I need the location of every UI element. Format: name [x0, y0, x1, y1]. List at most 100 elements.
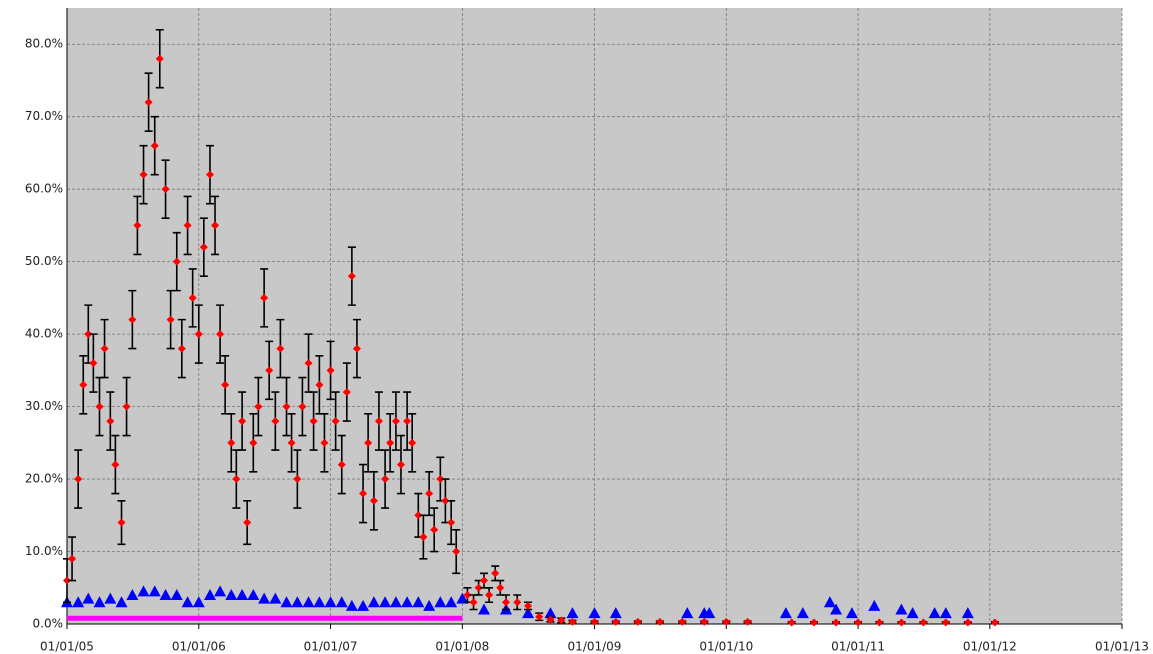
- triangle-marker: [389, 596, 402, 608]
- diamond-marker: [139, 170, 148, 179]
- diamond-marker: [568, 617, 577, 626]
- triangle-marker: [302, 596, 315, 608]
- y-tick-label: 0.0%: [33, 617, 64, 631]
- diamond-marker: [408, 438, 417, 447]
- x-tick-label: 01/01/09: [568, 640, 622, 654]
- diamond-marker: [485, 591, 494, 600]
- diamond-marker: [84, 330, 93, 339]
- diamond-marker: [381, 475, 390, 484]
- x-tick-label: 01/01/08: [435, 640, 489, 654]
- diamond-marker: [787, 618, 796, 627]
- diamond-marker: [633, 617, 642, 626]
- diamond-marker: [111, 460, 120, 469]
- diamond-marker: [172, 257, 181, 266]
- triangle-marker: [225, 589, 238, 601]
- diamond-marker: [546, 615, 555, 624]
- diamond-marker: [150, 141, 159, 150]
- diamond-marker: [496, 583, 505, 592]
- diamond-marker: [155, 54, 164, 63]
- triangle-marker: [126, 589, 139, 601]
- triangle-marker: [247, 589, 260, 601]
- diamond-marker: [414, 511, 423, 520]
- diamond-marker: [183, 221, 192, 230]
- triangle-marker: [434, 596, 447, 608]
- y-tick-label: 30.0%: [25, 399, 63, 413]
- diamond-marker: [304, 359, 313, 368]
- triangle-marker: [823, 596, 836, 608]
- diamond-marker: [655, 617, 664, 626]
- x-tick-label: 01/01/13: [1095, 640, 1149, 654]
- diamond-marker: [79, 380, 88, 389]
- diamond-marker: [117, 518, 126, 527]
- triangle-marker: [324, 596, 337, 608]
- diamond-marker: [963, 618, 972, 627]
- triangle-marker: [313, 596, 326, 608]
- diamond-marker: [436, 475, 445, 484]
- y-tick-label: 10.0%: [25, 544, 63, 558]
- diamond-marker: [875, 618, 884, 627]
- diamond-marker: [254, 402, 263, 411]
- x-tick-label: 01/01/11: [831, 640, 885, 654]
- triangle-marker: [367, 596, 380, 608]
- diamond-marker: [419, 533, 428, 542]
- diamond-marker: [352, 344, 361, 353]
- triangle-marker: [258, 592, 271, 604]
- diamond-marker: [199, 243, 208, 252]
- diamond-marker: [897, 618, 906, 627]
- diamond-marker: [63, 576, 71, 585]
- x-tick-label: 01/01/05: [40, 640, 94, 654]
- diamond-marker: [678, 617, 687, 626]
- diamond-marker: [320, 438, 329, 447]
- diamond-marker: [232, 475, 241, 484]
- triangle-marker: [544, 607, 557, 619]
- diamond-marker: [249, 438, 258, 447]
- triangle-marker: [203, 589, 216, 601]
- triangle-marker: [401, 596, 414, 608]
- y-tick-label: 70.0%: [25, 109, 63, 123]
- diamond-marker: [919, 618, 928, 627]
- triangle-marker: [82, 592, 95, 604]
- diamond-marker: [441, 496, 450, 505]
- triangle-marker: [214, 585, 227, 597]
- triangle-marker: [170, 589, 183, 601]
- diamond-marker: [463, 591, 472, 600]
- diamond-marker: [128, 315, 137, 324]
- diamond-marker: [480, 576, 489, 585]
- triangle-marker: [868, 599, 881, 611]
- diamond-marker: [315, 380, 324, 389]
- triangle-marker: [609, 607, 622, 619]
- diamond-marker: [722, 617, 731, 626]
- triangle-marker: [779, 607, 792, 619]
- diamond-marker: [369, 496, 378, 505]
- diamond-marker: [68, 554, 77, 563]
- diamond-marker: [403, 417, 412, 426]
- diamond-marker: [491, 569, 500, 578]
- triangle-marker: [104, 592, 117, 604]
- x-tick-label: 01/01/12: [963, 640, 1017, 654]
- triangle-marker: [423, 599, 436, 611]
- diamond-marker: [276, 344, 285, 353]
- diamond-marker: [611, 617, 620, 626]
- diamond-marker: [391, 417, 400, 426]
- diamond-marker: [166, 315, 175, 324]
- y-tick-label: 60.0%: [25, 182, 63, 196]
- diamond-marker: [347, 272, 356, 281]
- diamond-marker: [396, 460, 405, 469]
- diamond-marker: [337, 460, 346, 469]
- triangle-marker: [703, 607, 716, 619]
- diamond-marker: [271, 417, 280, 426]
- diamond-marker: [298, 402, 307, 411]
- diamond-marker: [425, 489, 434, 498]
- x-tick-label: 01/01/06: [172, 640, 226, 654]
- diamond-marker: [194, 330, 203, 339]
- triangle-marker: [796, 607, 809, 619]
- triangle-marker: [335, 596, 348, 608]
- diamond-marker: [359, 489, 368, 498]
- triangle-marker: [159, 589, 172, 601]
- diamond-marker: [832, 618, 841, 627]
- triangle-marker: [291, 596, 304, 608]
- diamond-marker: [452, 547, 461, 556]
- diamond-marker: [557, 616, 566, 625]
- triangle-marker: [280, 596, 293, 608]
